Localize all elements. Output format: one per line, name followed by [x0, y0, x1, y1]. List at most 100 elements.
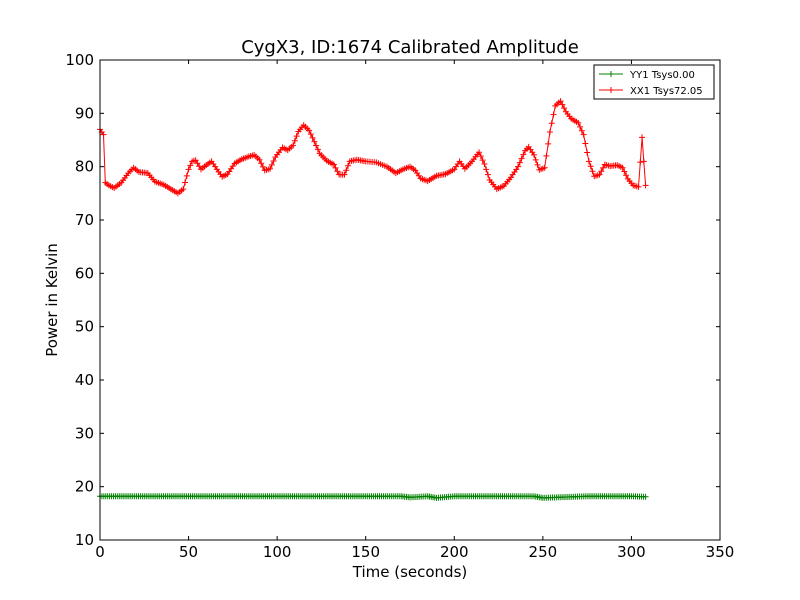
data-point [543, 152, 550, 159]
data-point [194, 160, 201, 167]
data-point [192, 157, 199, 164]
data-point [313, 142, 320, 149]
data-point [635, 183, 642, 190]
data-point [314, 146, 321, 153]
series-1 [97, 98, 649, 197]
plot-area [97, 59, 721, 541]
legend-label: YY1 Tsys0.00 [629, 70, 695, 81]
y-tick-label: 80 [75, 158, 94, 176]
data-point [309, 134, 316, 141]
chart-title: CygX3, ID:1674 Calibrated Amplitude [241, 37, 579, 58]
data-point [532, 156, 539, 163]
data-point [541, 164, 548, 171]
data-point [345, 162, 351, 169]
y-tick-label: 90 [75, 104, 94, 122]
data-point [477, 153, 484, 160]
x-tick-label: 200 [440, 543, 469, 561]
data-point [343, 167, 350, 174]
data-point [548, 120, 555, 127]
data-point [484, 171, 491, 178]
data-point [596, 171, 603, 178]
data-point [268, 161, 275, 168]
data-point [293, 133, 300, 140]
data-point [534, 161, 541, 168]
data-point [483, 166, 490, 173]
y-tick-label: 60 [75, 264, 94, 282]
data-point [185, 166, 192, 173]
data-point [515, 163, 522, 170]
data-point [575, 119, 582, 126]
data-point [479, 157, 486, 164]
data-point [267, 165, 274, 172]
x-tick-label: 250 [529, 543, 558, 561]
data-point [559, 101, 566, 108]
data-point [621, 168, 628, 175]
y-tick-label: 40 [75, 371, 94, 389]
data-point [582, 140, 589, 147]
data-point [589, 168, 596, 175]
x-tick-label: 150 [351, 543, 380, 561]
legend-label: XX1 Tsys72.05 [630, 86, 703, 97]
data-point [341, 171, 348, 178]
data-point [100, 131, 107, 138]
data-point [183, 172, 190, 179]
data-point [334, 168, 341, 175]
data-point [580, 131, 587, 138]
y-tick-label: 30 [75, 424, 94, 442]
data-point [585, 158, 592, 165]
data-point [587, 163, 594, 170]
data-point [598, 168, 605, 175]
series-0 [97, 493, 649, 501]
data-point [546, 129, 553, 135]
y-tick-label: 70 [75, 211, 94, 229]
x-tick-label: 100 [263, 543, 292, 561]
x-axis: 0 50 100 150 200 250 300 350 [95, 60, 734, 561]
data-point [306, 127, 313, 134]
data-point [584, 149, 591, 156]
data-point [577, 123, 584, 130]
y-axis-label: Power in Kelvin [43, 243, 61, 357]
data-point [311, 138, 318, 145]
data-point [520, 151, 527, 158]
y-tick-label: 100 [65, 51, 94, 69]
data-point [642, 182, 649, 189]
data-point [637, 159, 644, 166]
x-tick-label: 300 [617, 543, 646, 561]
data-point [330, 161, 337, 168]
x-tick-label: 0 [95, 543, 105, 561]
data-point [561, 105, 568, 112]
data-point [545, 140, 552, 147]
data-point [332, 164, 339, 171]
x-tick-label: 350 [706, 543, 735, 561]
data-point [259, 163, 266, 170]
series-markers [97, 98, 649, 197]
x-tick-label: 50 [179, 543, 198, 561]
data-point [307, 131, 314, 138]
data-point [516, 159, 523, 166]
plot-frame [99, 59, 721, 541]
data-point [600, 164, 607, 171]
legend-box [593, 64, 715, 100]
legend: YY1 Tsys0.00 XX1 Tsys72.05 [593, 64, 715, 100]
data-point [196, 163, 203, 170]
data-point [550, 111, 557, 118]
y-tick-label: 20 [75, 478, 94, 496]
data-point [180, 186, 187, 193]
x-axis-label: Time (seconds) [352, 563, 468, 581]
data-point [476, 149, 483, 156]
data-point [642, 493, 649, 500]
data-point [182, 179, 189, 186]
data-point [258, 160, 265, 167]
data-point [619, 164, 626, 171]
data-point [623, 172, 630, 179]
data-point [187, 162, 194, 169]
data-point [481, 161, 488, 167]
data-point [639, 134, 646, 141]
y-axis: 10 20 30 40 50 60 70 80 90 100 [65, 51, 720, 549]
data-point [518, 155, 525, 162]
y-tick-label: 10 [75, 531, 94, 549]
data-point [256, 156, 263, 163]
data-point [270, 157, 277, 164]
